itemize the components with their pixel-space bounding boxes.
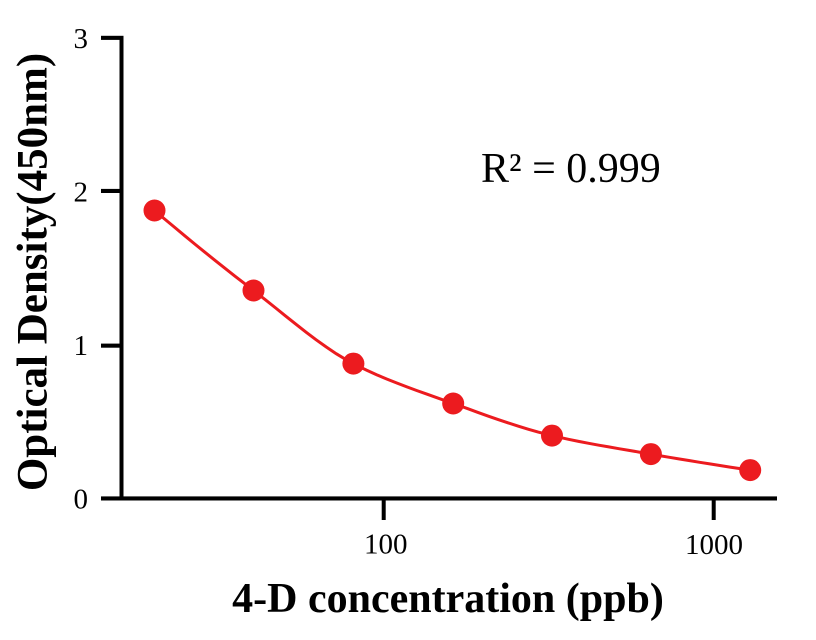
- svg-text:4-D concentration (ppb): 4-D concentration (ppb): [232, 576, 664, 622]
- svg-text:Optical Density(450nm): Optical Density(450nm): [10, 53, 57, 491]
- svg-text:2: 2: [74, 176, 89, 208]
- svg-text:100: 100: [364, 529, 408, 561]
- svg-text:0: 0: [74, 483, 89, 515]
- svg-text:1000: 1000: [685, 529, 743, 561]
- svg-text:R² = 0.999: R² = 0.999: [481, 146, 661, 192]
- svg-text:3: 3: [74, 23, 89, 55]
- svg-text:1: 1: [74, 330, 89, 362]
